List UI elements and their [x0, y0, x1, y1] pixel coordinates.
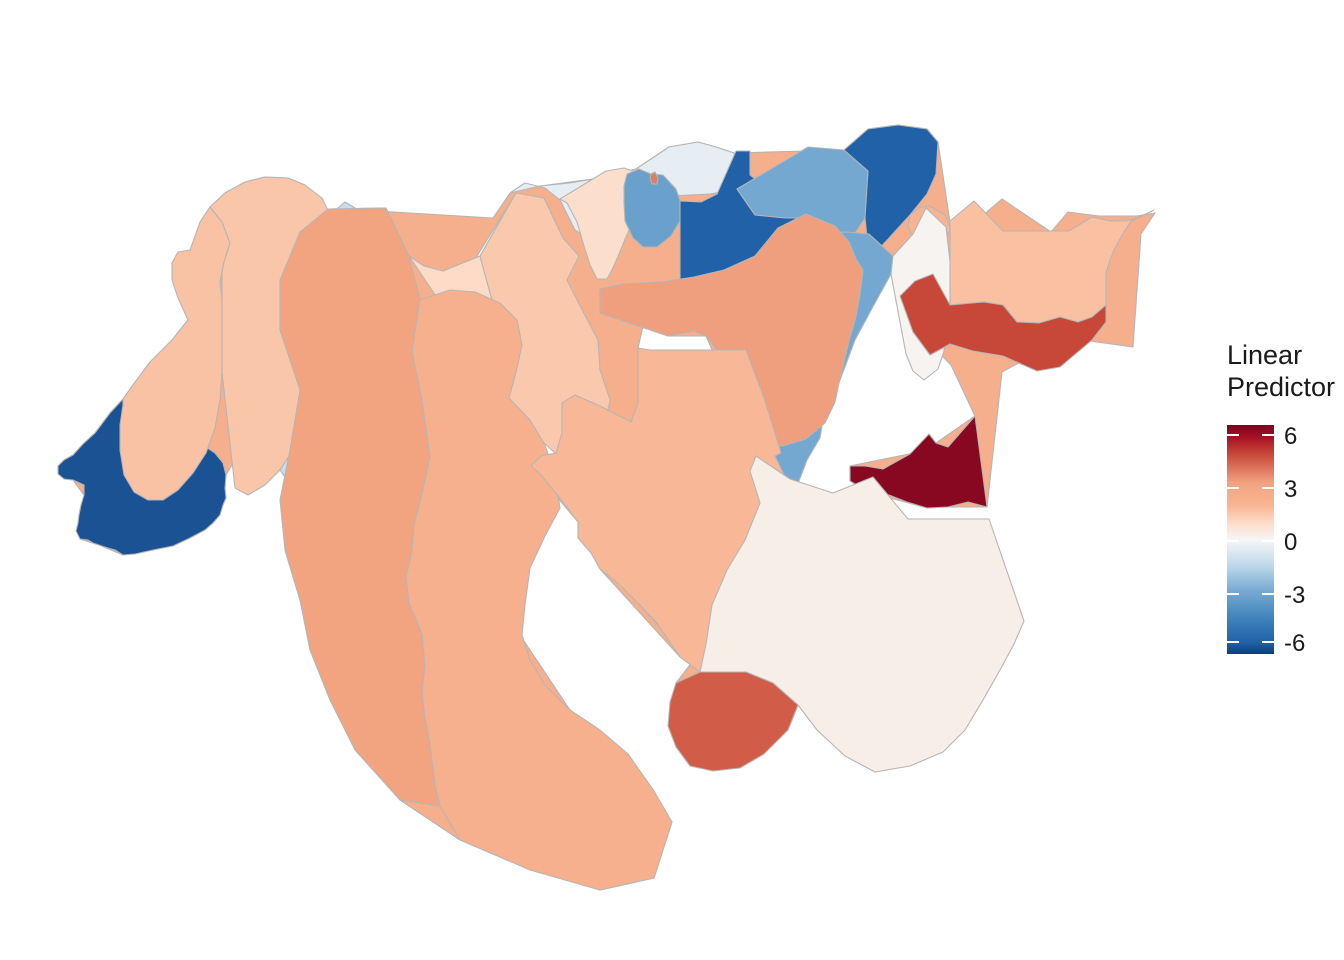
svg-text:-6: -6: [1284, 630, 1305, 657]
svg-text:Predictor: Predictor: [1227, 372, 1335, 402]
svg-text:3: 3: [1284, 476, 1297, 503]
svg-text:6: 6: [1284, 423, 1297, 450]
svg-text:Linear: Linear: [1227, 340, 1302, 370]
svg-text:0: 0: [1284, 529, 1297, 556]
svg-text:-3: -3: [1284, 582, 1305, 609]
